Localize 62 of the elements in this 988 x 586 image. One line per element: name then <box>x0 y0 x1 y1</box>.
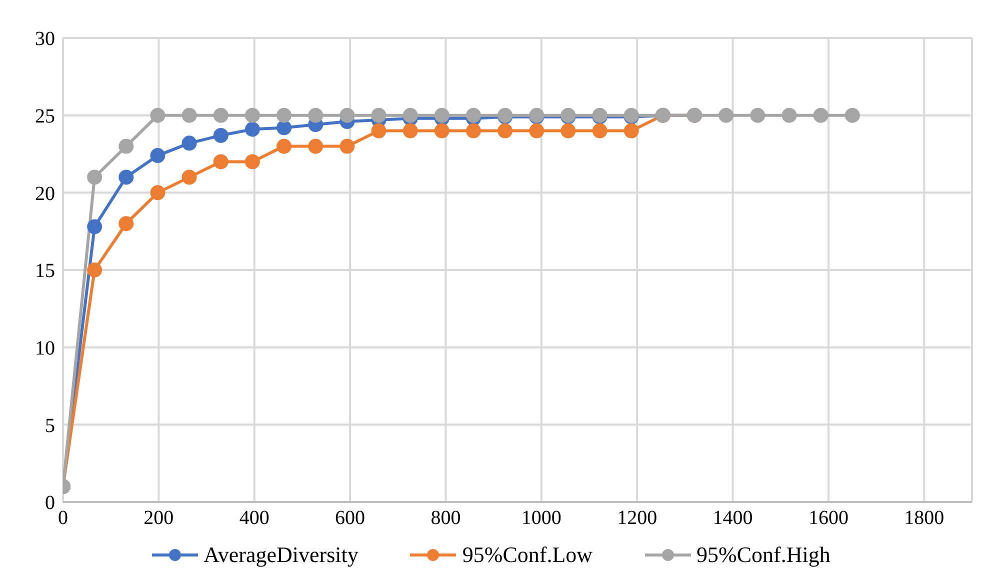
point <box>434 123 450 138</box>
y-tick-label: 25 <box>35 105 55 128</box>
point <box>402 108 418 123</box>
point <box>182 170 197 185</box>
point <box>466 123 481 138</box>
point <box>624 123 639 138</box>
point <box>87 262 102 278</box>
y-tick-label: 0 <box>45 492 55 514</box>
point <box>118 138 134 154</box>
point <box>308 108 324 123</box>
point <box>402 123 418 138</box>
x-tick-label: 1600 <box>808 507 848 530</box>
point <box>244 154 260 170</box>
point <box>150 108 166 123</box>
point <box>560 123 576 138</box>
point <box>150 148 166 164</box>
point <box>276 108 292 123</box>
y-tick-label: 5 <box>45 414 55 437</box>
point <box>718 108 734 123</box>
point <box>434 108 450 123</box>
legend-label: AverageDiversity <box>204 542 358 568</box>
point <box>844 108 860 123</box>
point <box>466 108 481 123</box>
x-tick-label: 1200 <box>617 507 658 530</box>
point <box>813 108 828 123</box>
point <box>592 123 608 138</box>
point <box>276 120 292 136</box>
point <box>182 136 197 151</box>
point <box>529 123 544 138</box>
y-tick-label: 20 <box>35 182 55 205</box>
point <box>276 138 292 154</box>
point <box>244 122 260 137</box>
x-tick-label: 600 <box>335 507 366 530</box>
point <box>340 138 355 154</box>
point <box>87 219 102 234</box>
point <box>340 108 355 123</box>
point <box>213 154 228 170</box>
point <box>371 123 386 138</box>
point <box>87 170 102 185</box>
point <box>150 185 166 200</box>
y-tick-label: 10 <box>35 337 55 360</box>
legend-label: 95%Conf.Low <box>462 542 593 568</box>
x-tick-label: 800 <box>430 507 461 530</box>
x-tick-label: 1000 <box>521 507 562 530</box>
x-tick-label: 200 <box>144 507 174 530</box>
point <box>213 128 228 143</box>
point <box>118 170 134 185</box>
x-tick-label: 1400 <box>712 507 753 530</box>
point <box>371 108 386 123</box>
x-tick-label: 400 <box>239 507 270 530</box>
point <box>782 108 797 123</box>
point <box>118 216 134 232</box>
x-tick-label: 1800 <box>904 507 944 530</box>
y-tick-label: 15 <box>35 260 55 282</box>
y-tick-label: 30 <box>35 28 55 50</box>
legend-label: 95%Conf.High <box>696 542 830 568</box>
point <box>213 108 228 123</box>
point <box>498 123 513 138</box>
point <box>182 108 197 123</box>
point <box>308 138 324 154</box>
point <box>750 108 766 123</box>
point <box>244 108 260 123</box>
